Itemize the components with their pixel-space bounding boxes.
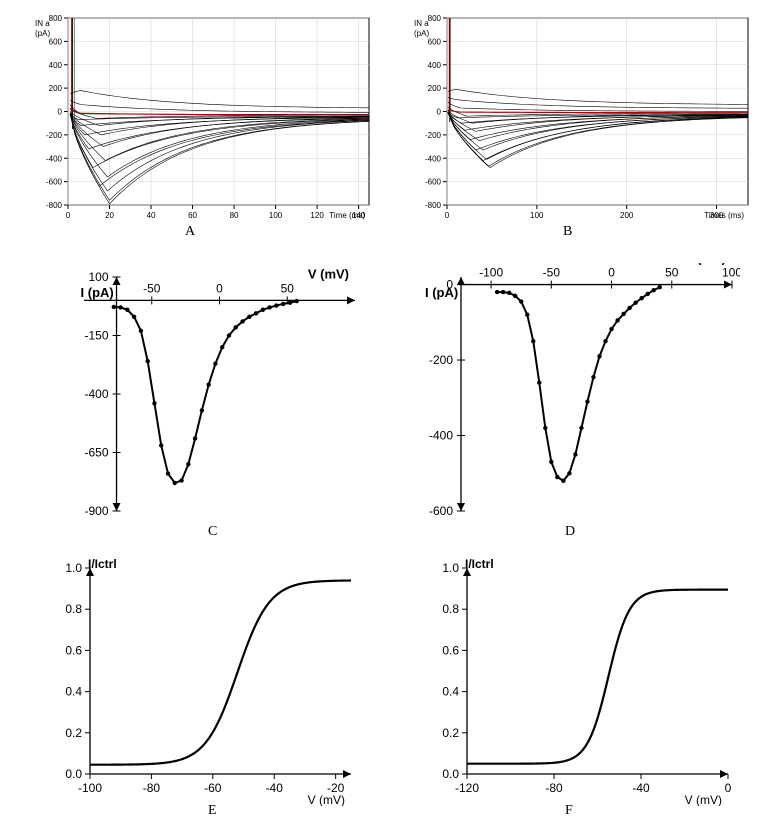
panel-c-label: C bbox=[208, 524, 217, 540]
svg-text:-200: -200 bbox=[429, 353, 453, 367]
svg-text:0.2: 0.2 bbox=[442, 726, 459, 740]
svg-text:-50: -50 bbox=[143, 281, 161, 295]
svg-text:400: 400 bbox=[428, 61, 442, 70]
svg-text:-900: -900 bbox=[84, 504, 108, 518]
panel-d-label: D bbox=[565, 524, 575, 540]
svg-text:-150: -150 bbox=[84, 329, 108, 343]
svg-text:0.8: 0.8 bbox=[442, 602, 459, 616]
svg-text:50: 50 bbox=[281, 281, 295, 295]
svg-text:200: 200 bbox=[428, 84, 442, 93]
svg-text:600: 600 bbox=[49, 37, 63, 46]
svg-text:V (mV): V (mV) bbox=[308, 793, 345, 806]
svg-text:-60: -60 bbox=[204, 781, 222, 795]
panel-a-label: A bbox=[185, 224, 195, 240]
panel-c: -50 0 50 -900 -650 -400 -150 100 V (mV) I (pA) bbox=[38, 263, 363, 523]
svg-text:0.4: 0.4 bbox=[442, 685, 459, 699]
svg-text:I (pA): I (pA) bbox=[81, 285, 114, 300]
svg-text:I (pA): I (pA) bbox=[425, 285, 458, 300]
panel-a: -800 -600 -400 -200 0 200 400 600 800 0 20 40 60 80 10… bbox=[23, 12, 375, 227]
svg-text:800: 800 bbox=[428, 14, 442, 23]
svg-text:0: 0 bbox=[66, 211, 71, 220]
svg-text:600: 600 bbox=[428, 37, 442, 46]
panel-f-label: F bbox=[565, 803, 573, 819]
svg-text:(pA): (pA) bbox=[414, 29, 429, 38]
panel-e-label: E bbox=[208, 803, 217, 819]
svg-text:-400: -400 bbox=[46, 154, 63, 163]
svg-text:I/Ictrl: I/Ictrl bbox=[88, 558, 117, 571]
svg-text:0.6: 0.6 bbox=[65, 643, 82, 657]
svg-text:60: 60 bbox=[188, 211, 197, 220]
svg-text:Times (ms): Times (ms) bbox=[704, 211, 744, 220]
panel-b-label: B bbox=[563, 224, 572, 240]
panel-b: -800-600-400-20002004006008000100200300I… bbox=[402, 12, 754, 227]
svg-text:-50: -50 bbox=[543, 266, 561, 280]
svg-text:-80: -80 bbox=[545, 781, 563, 795]
svg-text:0.4: 0.4 bbox=[65, 685, 82, 699]
svg-text:400: 400 bbox=[49, 61, 63, 70]
svg-text:100: 100 bbox=[530, 211, 544, 220]
svg-text:-100: -100 bbox=[479, 266, 503, 280]
svg-text:0.6: 0.6 bbox=[442, 643, 459, 657]
svg-text:-120: -120 bbox=[455, 781, 479, 795]
svg-text:0.8: 0.8 bbox=[65, 602, 82, 616]
svg-text:1.0: 1.0 bbox=[442, 561, 459, 575]
svg-text:I/Ictrl: I/Ictrl bbox=[465, 558, 494, 571]
svg-text:(pA): (pA) bbox=[35, 29, 50, 38]
svg-text:-40: -40 bbox=[266, 781, 284, 795]
svg-text:-80: -80 bbox=[143, 781, 161, 795]
svg-text:-100: -100 bbox=[78, 781, 102, 795]
svg-text:-600: -600 bbox=[46, 178, 63, 187]
svg-text:0.2: 0.2 bbox=[65, 726, 82, 740]
svg-text:100: 100 bbox=[269, 211, 283, 220]
svg-text:-40: -40 bbox=[632, 781, 650, 795]
svg-text:-200: -200 bbox=[425, 131, 442, 140]
svg-text:-400: -400 bbox=[429, 429, 453, 443]
svg-text:0: 0 bbox=[608, 266, 615, 280]
svg-text:Time (ms): Time (ms) bbox=[329, 211, 365, 220]
svg-text:0: 0 bbox=[216, 281, 223, 295]
svg-text:IN a: IN a bbox=[414, 19, 429, 28]
svg-text:80: 80 bbox=[230, 211, 239, 220]
svg-text:0: 0 bbox=[58, 108, 63, 117]
svg-text:0.0: 0.0 bbox=[442, 767, 459, 781]
svg-text:50: 50 bbox=[665, 266, 679, 280]
svg-text:0: 0 bbox=[725, 781, 732, 795]
svg-text:-800: -800 bbox=[46, 201, 63, 210]
svg-text:V (mV): V (mV) bbox=[308, 266, 349, 281]
svg-text:-650: -650 bbox=[84, 446, 108, 460]
svg-text:-400: -400 bbox=[425, 154, 442, 163]
svg-text:0: 0 bbox=[437, 108, 442, 117]
svg-text:40: 40 bbox=[147, 211, 156, 220]
svg-text:-400: -400 bbox=[84, 387, 108, 401]
svg-text:20: 20 bbox=[105, 211, 114, 220]
svg-text:-600: -600 bbox=[425, 178, 442, 187]
svg-text:120: 120 bbox=[310, 211, 324, 220]
svg-text:-600: -600 bbox=[429, 504, 453, 518]
svg-text:100: 100 bbox=[722, 266, 740, 280]
panel-e: -100-80-60-40-200.00.20.40.60.81.0V (mV)… bbox=[38, 558, 363, 806]
svg-text:1.0: 1.0 bbox=[65, 561, 82, 575]
svg-text:IN a: IN a bbox=[35, 19, 50, 28]
svg-text:100: 100 bbox=[88, 270, 108, 284]
svg-text:0: 0 bbox=[445, 211, 450, 220]
svg-text:200: 200 bbox=[49, 84, 63, 93]
svg-text:200: 200 bbox=[620, 211, 634, 220]
panel-d: -100-50050100-600-400-2000V (mV)I (pA) bbox=[415, 263, 740, 523]
panel-f: -120 -80 -40 0 0.0 0.2 0.4 0.6 0.8 1.0 V (mV) I/Ict… bbox=[415, 558, 740, 806]
svg-text:-200: -200 bbox=[46, 131, 63, 140]
svg-text:V (mV): V (mV) bbox=[685, 263, 726, 266]
svg-text:V (mV): V (mV) bbox=[685, 793, 722, 806]
svg-text:0.0: 0.0 bbox=[65, 767, 82, 781]
svg-text:-800: -800 bbox=[425, 201, 442, 210]
svg-text:800: 800 bbox=[49, 14, 63, 23]
